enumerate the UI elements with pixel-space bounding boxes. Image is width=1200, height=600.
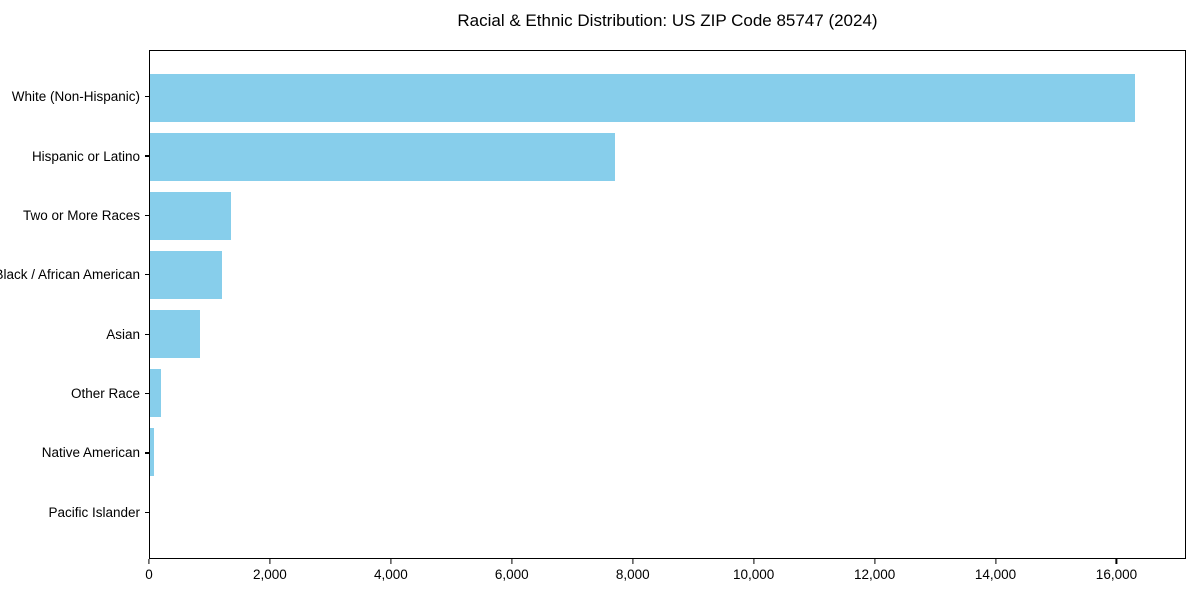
y-tick-mark (145, 511, 149, 513)
x-tick-mark-6-000 (511, 559, 513, 564)
bar-series (150, 51, 1185, 558)
bar-other-race (150, 369, 162, 418)
x-tick-label-6-000: 6,000 (494, 567, 529, 582)
x-tick-label-10-000: 10,000 (733, 567, 775, 582)
x-tick-label-12-000: 12,000 (853, 567, 896, 582)
bar-row-native-american (150, 423, 1185, 482)
bar-black-african-american (150, 250, 222, 299)
category-label-hispanic-or-latino: Hispanic or Latino (31, 148, 140, 164)
category-label-black-african-american: Black / African American (0, 267, 140, 283)
category-label-two-or-more-races: Two or More Races (22, 207, 140, 223)
bar-row-other-race (150, 364, 1185, 423)
y-row-native-american: Native American (0, 423, 149, 482)
category-label-white-non-hispanic: White (Non-Hispanic) (11, 89, 140, 105)
category-label-asian: Asian (106, 326, 140, 342)
bar-native-american (150, 428, 155, 477)
x-tick-mark-8-000 (632, 559, 634, 564)
x-tick-mark-4-000 (390, 559, 392, 564)
x-tick-label-16-000: 16,000 (1095, 567, 1138, 582)
y-tick-mark (145, 333, 149, 335)
bar-white-non-hispanic (150, 73, 1135, 122)
x-tick-mark-2-000 (269, 559, 271, 564)
x-axis: 0 2,000 4,000 6,000 8,000 10,000 12,000 14,000 1… (145, 559, 1186, 591)
y-tick-mark (145, 155, 149, 157)
bar-row-two-or-more-races (150, 186, 1185, 245)
y-row-black-african-american: Black / African American (0, 245, 149, 304)
category-label-native-american: Native American (41, 445, 140, 461)
bar-asian (150, 310, 201, 359)
y-row-white-non-hispanic: White (Non-Hispanic) (0, 67, 149, 126)
y-row-pacific-islander: Pacific Islander (0, 483, 149, 542)
x-tick-label-8-000: 8,000 (615, 567, 650, 582)
x-tick-mark-10-000 (753, 559, 755, 564)
x-tick-mark-0 (148, 559, 150, 564)
x-tick-mark-12-000 (874, 559, 876, 564)
category-label-pacific-islander: Pacific Islander (48, 504, 140, 520)
y-row-other-race: Other Race (0, 364, 149, 423)
bar-row-hispanic-or-latino (150, 127, 1185, 186)
bar-row-pacific-islander (150, 482, 1185, 541)
y-tick-mark (145, 452, 149, 454)
plot-area (149, 50, 1186, 559)
x-tick-label-2-000: 2,000 (253, 567, 287, 582)
bar-two-or-more-races (150, 191, 231, 240)
chart-title: Racial & Ethnic Distribution: US ZIP Cod… (457, 11, 878, 30)
y-tick-mark (145, 96, 149, 98)
y-row-asian: Asian (0, 305, 149, 364)
x-tick-mark-16-000 (1115, 559, 1118, 564)
y-row-hispanic-or-latino: Hispanic or Latino (0, 126, 149, 185)
y-axis: White (Non-Hispanic) Hispanic or Latino Tw… (0, 50, 149, 559)
bar-hispanic-or-latino (150, 132, 615, 181)
bar-row-asian (150, 305, 1185, 364)
x-tick-label-14-000: 14,000 (974, 567, 1017, 582)
y-tick-mark (145, 392, 149, 395)
x-tick-label-4-000: 4,000 (373, 567, 408, 582)
x-tick-label-0: 0 (145, 567, 153, 582)
category-label-other-race: Other Race (70, 386, 140, 402)
bar-row-white-non-hispanic (150, 68, 1185, 127)
x-tick-mark-14-000 (994, 559, 997, 564)
y-tick-mark (145, 274, 149, 276)
bar-row-black-african-american (150, 245, 1185, 304)
y-tick-mark (145, 214, 149, 217)
y-row-two-or-more-races: Two or More Races (0, 186, 149, 245)
y-tick-labels: White (Non-Hispanic) Hispanic or Latino Tw… (0, 50, 149, 559)
